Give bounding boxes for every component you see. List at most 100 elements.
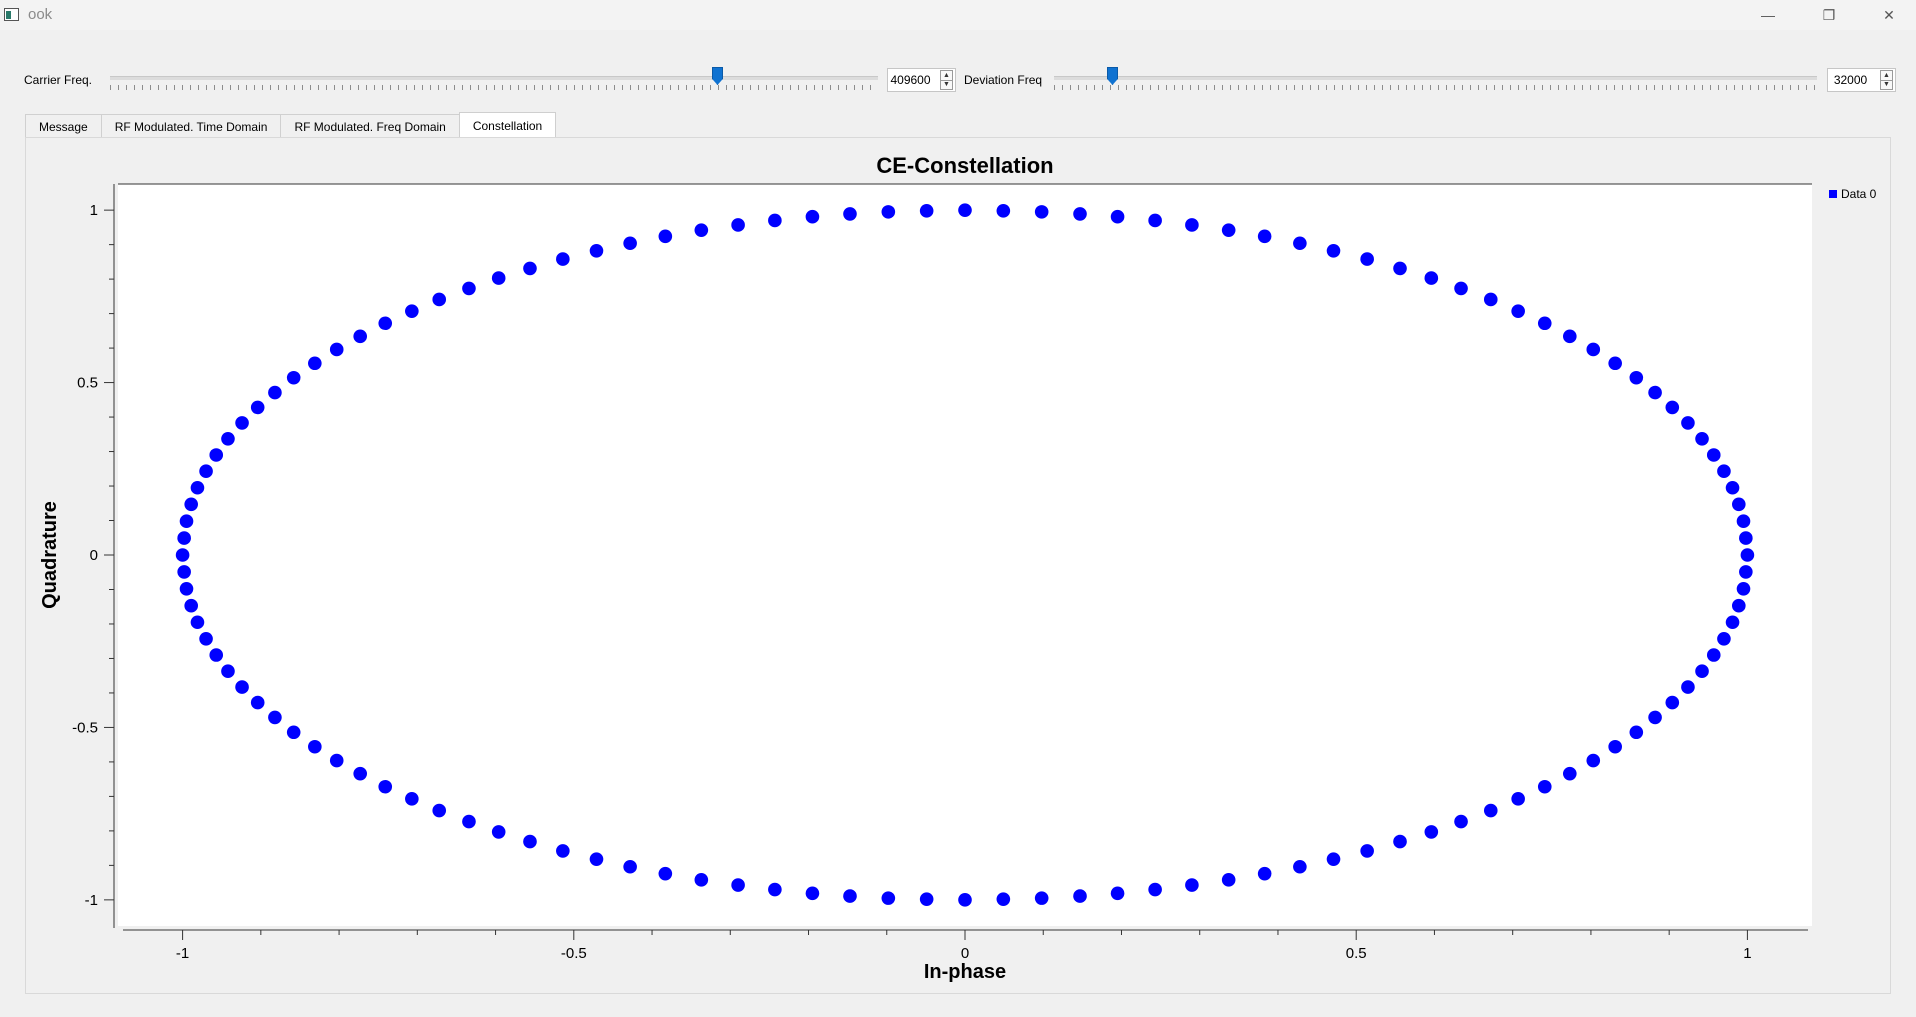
data-point bbox=[1563, 329, 1577, 344]
spin-down-icon[interactable]: ▼ bbox=[1883, 81, 1890, 88]
data-point bbox=[1739, 565, 1753, 579]
data-point bbox=[175, 548, 190, 562]
data-point bbox=[491, 825, 506, 839]
data-point bbox=[308, 356, 322, 371]
carrier-freq-label: Carrier Freq. bbox=[24, 73, 93, 87]
data-point bbox=[1221, 873, 1236, 887]
data-point bbox=[958, 893, 972, 907]
maximize-button[interactable]: ❐ bbox=[1822, 6, 1836, 23]
close-button[interactable]: ✕ bbox=[1883, 6, 1895, 23]
data-point bbox=[199, 632, 213, 646]
data-point bbox=[1717, 632, 1731, 646]
data-point bbox=[235, 680, 249, 694]
data-point bbox=[1537, 779, 1552, 794]
data-point bbox=[1110, 209, 1125, 224]
data-point bbox=[1483, 292, 1498, 307]
carrier-freq-spinbox[interactable]: 409600 ▲ ▼ bbox=[887, 68, 956, 92]
data-point bbox=[1185, 218, 1199, 232]
x-tick-label: 0 bbox=[961, 945, 969, 962]
data-point bbox=[1073, 889, 1087, 903]
data-point bbox=[1665, 695, 1680, 710]
data-point bbox=[1393, 261, 1407, 276]
data-point bbox=[179, 581, 194, 596]
data-point bbox=[1148, 882, 1162, 897]
data-point bbox=[523, 834, 537, 849]
data-point bbox=[919, 892, 934, 906]
deviation-freq-slider[interactable] bbox=[1054, 66, 1817, 94]
data-point bbox=[1725, 480, 1740, 495]
spin-arrows[interactable]: ▲ ▼ bbox=[1880, 70, 1893, 90]
y-tick-label: 0 bbox=[90, 547, 98, 564]
minimize-button[interactable]: — bbox=[1761, 7, 1775, 23]
data-point bbox=[1740, 548, 1755, 562]
x-tick-label: 0.5 bbox=[1346, 945, 1367, 962]
data-point bbox=[1695, 431, 1709, 446]
data-point bbox=[658, 229, 673, 244]
spin-down-icon[interactable]: ▼ bbox=[943, 81, 950, 88]
data-point bbox=[881, 891, 896, 905]
y-axis-label: Quadrature bbox=[39, 501, 61, 609]
chart-title: CE-Constellation bbox=[876, 153, 1053, 178]
slider-handle[interactable] bbox=[1107, 67, 1118, 85]
x-axis-ticks: -1 -0.5 0 0.5 1 bbox=[176, 930, 1752, 962]
deviation-freq-spinbox[interactable]: 32000 ▲ ▼ bbox=[1827, 68, 1896, 92]
window-title: ook bbox=[28, 6, 53, 23]
spin-up-icon[interactable]: ▲ bbox=[941, 71, 952, 81]
data-point bbox=[405, 304, 419, 318]
slider-groove bbox=[1054, 76, 1817, 80]
tab-rf-time-domain[interactable]: RF Modulated. Time Domain bbox=[100, 114, 282, 138]
constellation-plot[interactable]: CE-Constellation -1 -0.5 0 0.5 1 -1 -0.5 0 0.5 1… bbox=[26, 138, 1890, 993]
data-point bbox=[589, 852, 604, 866]
carrier-freq-value[interactable]: 409600 bbox=[890, 73, 931, 87]
data-point bbox=[177, 531, 191, 545]
data-point bbox=[462, 814, 476, 829]
data-point bbox=[209, 648, 224, 662]
plot-canvas bbox=[118, 184, 1812, 926]
carrier-freq-slider[interactable] bbox=[110, 66, 878, 94]
x-tick-label: -1 bbox=[176, 945, 189, 962]
data-point bbox=[1257, 866, 1272, 881]
data-point bbox=[184, 598, 198, 613]
x-tick-label: -0.5 bbox=[561, 945, 587, 962]
data-point bbox=[556, 844, 570, 858]
data-point bbox=[523, 261, 537, 276]
data-point bbox=[190, 480, 205, 495]
data-point bbox=[190, 615, 205, 630]
tab-constellation[interactable]: Constellation bbox=[458, 112, 557, 138]
data-point bbox=[556, 252, 570, 266]
data-point bbox=[731, 878, 745, 892]
data-point bbox=[1586, 753, 1601, 768]
data-point bbox=[405, 792, 419, 806]
data-point bbox=[286, 370, 301, 385]
data-point bbox=[658, 866, 673, 881]
data-point bbox=[1608, 356, 1622, 371]
tab-rf-freq-domain[interactable]: RF Modulated. Freq Domain bbox=[280, 114, 460, 138]
data-point bbox=[1563, 766, 1577, 781]
y-tick-label: -0.5 bbox=[72, 719, 98, 736]
data-point bbox=[1681, 416, 1695, 430]
data-point bbox=[268, 710, 282, 725]
x-tick-label: 1 bbox=[1743, 945, 1751, 962]
data-point bbox=[1424, 825, 1439, 839]
data-point bbox=[996, 204, 1011, 218]
data-point bbox=[250, 400, 265, 415]
title-bar: ook — ❐ ✕ bbox=[0, 0, 1916, 30]
data-point bbox=[1360, 252, 1374, 266]
data-point bbox=[1608, 739, 1622, 754]
y-axis-ticks: -1 -0.5 0 0.5 1 bbox=[72, 202, 114, 909]
data-point bbox=[308, 739, 322, 754]
deviation-freq-value[interactable]: 32000 bbox=[1833, 73, 1868, 87]
data-point bbox=[209, 448, 224, 462]
data-point bbox=[1073, 207, 1087, 221]
slider-handle[interactable] bbox=[712, 67, 723, 85]
data-point bbox=[378, 779, 393, 794]
spin-arrows[interactable]: ▲ ▼ bbox=[940, 70, 953, 90]
data-point bbox=[589, 244, 604, 258]
data-point bbox=[1695, 664, 1709, 679]
data-point bbox=[1483, 803, 1498, 818]
spin-up-icon[interactable]: ▲ bbox=[1881, 71, 1892, 81]
data-point bbox=[235, 416, 249, 430]
data-point bbox=[1665, 400, 1680, 415]
tab-message[interactable]: Message bbox=[25, 114, 102, 138]
data-point bbox=[1725, 615, 1740, 630]
